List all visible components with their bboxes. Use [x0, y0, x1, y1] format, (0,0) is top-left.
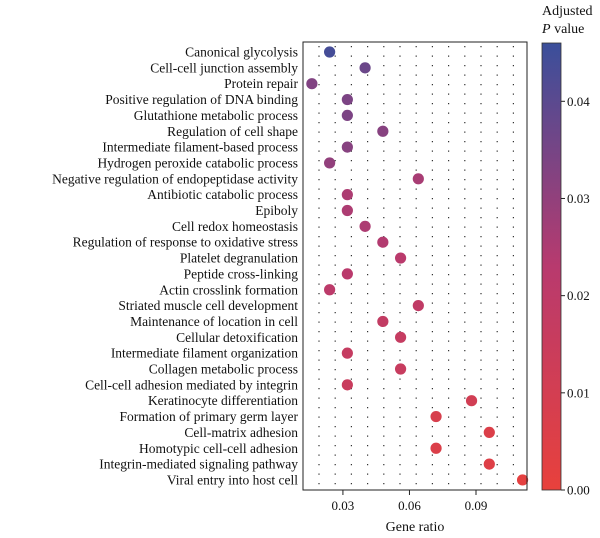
data-point: [430, 410, 442, 423]
term-label: Negative regulation of endopeptidase act…: [52, 171, 298, 186]
term-label: Canonical glycolysis: [185, 45, 298, 60]
term-label: Formation of primary germ layer: [120, 409, 299, 424]
plot-frame: [302, 41, 528, 491]
colorbar-tick-label: 0.03: [567, 191, 590, 206]
data-point: [483, 458, 495, 470]
data-point: [377, 236, 389, 248]
data-point: [377, 125, 389, 137]
colorbar-tick-label: 0.00: [567, 483, 590, 498]
colorbar-tick-label: 0.02: [567, 288, 590, 303]
colorbar-tick-label: 0.04: [567, 94, 590, 109]
data-point: [341, 189, 353, 201]
term-label: Platelet degranulation: [180, 251, 298, 266]
data-point: [412, 173, 424, 185]
colorbar-title-line2: P value: [541, 22, 584, 37]
data-point: [341, 141, 353, 153]
data-point: [341, 347, 353, 359]
data-point: [306, 78, 318, 90]
colorbar-gradient: [541, 42, 562, 491]
data-point: [341, 204, 353, 217]
x-axis-ticks: 0.03 0.06 0.09: [332, 490, 488, 513]
term-label: Collagen metabolic process: [149, 362, 298, 377]
term-label: Cellular detoxification: [176, 330, 298, 345]
colorbar-ticks: 0.00 0.01 0.02 0.03 0.04: [561, 94, 590, 498]
colorbar: Adjusted P value 0.00 0.01 0.02 0.03 0.04: [541, 4, 593, 498]
data-point: [341, 379, 353, 391]
data-point: [483, 426, 495, 438]
data-point: [359, 62, 371, 74]
term-label: Hydrogen peroxide catabolic process: [97, 155, 298, 170]
colorbar-title-rest: value: [551, 22, 585, 37]
data-point: [394, 363, 407, 375]
colorbar-title-italic: P: [541, 22, 551, 37]
x-tick-label: 0.03: [332, 498, 355, 513]
term-label: Integrin-mediated signaling pathway: [99, 457, 298, 472]
data-point: [324, 157, 336, 169]
data-point: [516, 474, 529, 486]
data-point: [359, 220, 371, 232]
term-label: Cell redox homeostasis: [172, 219, 298, 234]
data-point: [324, 284, 336, 296]
term-label: Intermediate filament-based process: [102, 140, 298, 155]
term-label: Homotypic cell-cell adhesion: [139, 441, 298, 456]
data-point: [394, 331, 407, 343]
data-point: [341, 268, 353, 280]
term-label: Intermediate filament organization: [111, 346, 298, 361]
term-label: Positive regulation of DNA binding: [105, 92, 298, 107]
term-label: Regulation of response to oxidative stre…: [73, 235, 298, 250]
data-point: [465, 395, 478, 407]
x-tick-label: 0.06: [398, 498, 421, 513]
term-label: Cell-cell junction assembly: [150, 60, 298, 75]
term-label: Striated muscle cell development: [118, 298, 298, 313]
data-point: [394, 252, 407, 264]
term-label: Regulation of cell shape: [167, 124, 298, 139]
term-label: Viral entry into host cell: [167, 472, 298, 487]
term-label: Cell-matrix adhesion: [184, 425, 298, 440]
term-label: Peptide cross-linking: [184, 266, 299, 281]
term-label: Protein repair: [224, 76, 298, 91]
data-point: [341, 109, 353, 121]
data-point: [412, 300, 424, 312]
data-point: [430, 442, 442, 454]
colorbar-title-line1: Adjusted: [542, 4, 593, 19]
x-tick-label: 0.09: [465, 498, 488, 513]
term-label: Keratinocyte differentiation: [148, 393, 298, 408]
term-label: Glutathione metabolic process: [134, 108, 298, 123]
term-label: Actin crosslink formation: [159, 282, 298, 297]
x-axis-title: Gene ratio: [386, 520, 445, 535]
term-label: Antibiotic catabolic process: [147, 187, 298, 202]
term-label: Cell-cell adhesion mediated by integrin: [85, 377, 298, 392]
colorbar-tick-label: 0.01: [567, 385, 590, 400]
data-points: [306, 46, 529, 486]
term-label: Epiboly: [255, 203, 298, 218]
term-label: Maintenance of location in cell: [130, 314, 298, 329]
data-point: [324, 46, 336, 58]
data-point: [377, 315, 389, 328]
data-point: [341, 93, 353, 106]
